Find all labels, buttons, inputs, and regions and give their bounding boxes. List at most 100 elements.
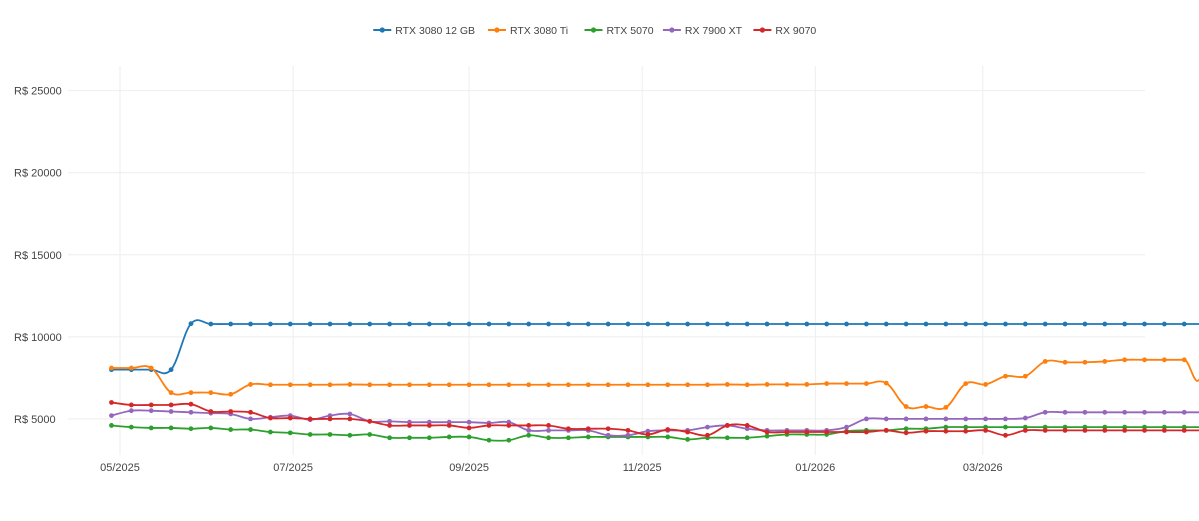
data-point xyxy=(287,382,293,388)
legend-item-rtx-3080-ti[interactable]: RTX 3080 Ti xyxy=(487,25,568,37)
data-point xyxy=(844,321,849,327)
legend-item-rtx-5070[interactable]: RTX 5070 xyxy=(584,25,654,37)
data-point xyxy=(128,408,134,414)
data-point xyxy=(1003,373,1008,379)
data-point xyxy=(903,404,909,409)
legend-label: RTX 3080 12 GB xyxy=(395,25,475,37)
data-point xyxy=(188,390,194,396)
data-point xyxy=(446,321,452,327)
data-point xyxy=(724,435,730,441)
series-rtx-3080-ti xyxy=(109,357,1199,410)
data-point xyxy=(1042,409,1048,415)
data-point xyxy=(883,380,889,386)
data-point xyxy=(625,427,631,433)
data-point xyxy=(1181,409,1187,415)
data-point xyxy=(486,423,492,428)
data-point xyxy=(744,426,750,432)
data-point xyxy=(506,419,512,425)
data-point xyxy=(983,427,988,433)
data-point xyxy=(943,416,949,422)
data-point xyxy=(248,427,253,432)
data-point xyxy=(764,321,770,327)
data-point xyxy=(625,432,631,438)
data-point xyxy=(188,401,194,407)
data-point xyxy=(228,409,234,414)
data-point xyxy=(248,416,253,422)
data-point xyxy=(1142,427,1147,433)
data-point xyxy=(863,321,869,327)
data-point xyxy=(1022,373,1028,379)
data-point xyxy=(387,382,393,388)
data-point xyxy=(943,424,949,430)
data-point xyxy=(109,400,114,405)
data-point xyxy=(1102,427,1108,433)
data-point xyxy=(903,416,909,422)
data-point xyxy=(208,425,214,431)
data-point xyxy=(168,390,174,396)
data-point xyxy=(546,423,551,428)
legend-item-rx-9070[interactable]: RX 9070 xyxy=(753,25,816,37)
data-point xyxy=(148,402,154,408)
data-point xyxy=(903,426,909,432)
data-point xyxy=(1082,427,1088,433)
data-point xyxy=(1122,321,1128,327)
data-point xyxy=(566,321,571,327)
data-point xyxy=(903,430,909,436)
y-tick-label: R$ 5000 xyxy=(14,414,56,426)
data-point xyxy=(645,382,651,388)
data-point xyxy=(724,321,730,327)
data-point xyxy=(566,382,571,388)
data-point xyxy=(148,408,154,414)
data-point xyxy=(705,424,710,430)
y-tick-label: R$ 25000 xyxy=(14,86,62,98)
data-point xyxy=(307,382,313,388)
data-point xyxy=(188,321,194,327)
data-point xyxy=(1102,359,1108,364)
data-point xyxy=(526,382,532,388)
data-point xyxy=(168,425,174,431)
data-point xyxy=(407,423,412,428)
y-tick-label: R$ 20000 xyxy=(14,168,62,180)
series-rtx-3080-12-gb xyxy=(109,319,1199,375)
data-point xyxy=(526,321,532,327)
legend[interactable]: RTX 3080 12 GB RTX 3080 Ti RTX 5070 RX 7900… xyxy=(373,25,816,37)
data-point xyxy=(883,427,889,433)
data-point xyxy=(128,402,134,408)
data-point xyxy=(168,402,174,408)
data-point xyxy=(1161,424,1167,430)
series-line-rtx-3080-12-gb xyxy=(111,319,1199,375)
data-point xyxy=(585,426,591,432)
data-point xyxy=(248,321,253,327)
data-point xyxy=(685,382,690,388)
data-point xyxy=(983,382,988,387)
data-point xyxy=(863,416,869,422)
legend-item-rx-7900-xt[interactable]: RX 7900 XT xyxy=(662,25,743,37)
y-tick-label: R$ 15000 xyxy=(14,250,62,262)
data-point xyxy=(546,435,551,441)
legend-item-rtx-3080-12-gb[interactable]: RTX 3080 12 GB xyxy=(373,25,475,37)
data-point xyxy=(426,419,432,425)
data-point xyxy=(407,321,412,327)
data-point xyxy=(1102,321,1108,327)
data-point xyxy=(526,427,532,433)
data-point xyxy=(367,382,373,388)
data-point xyxy=(1042,321,1048,327)
data-point xyxy=(387,435,393,441)
data-point xyxy=(943,428,949,434)
data-point xyxy=(605,432,611,438)
data-point xyxy=(228,427,234,432)
data-point xyxy=(983,321,988,327)
data-point xyxy=(1062,427,1068,433)
x-tick-label: 11/2025 xyxy=(623,462,662,474)
data-point xyxy=(705,321,710,327)
data-point xyxy=(506,321,512,327)
data-point xyxy=(546,321,551,327)
data-point xyxy=(1122,409,1128,415)
axis-layer: R$ 5000 R$ 10000 R$ 15000 R$ 20000 R$ 25000 0… xyxy=(14,86,1003,474)
data-point xyxy=(486,382,492,388)
data-point xyxy=(109,365,114,371)
data-point xyxy=(1042,359,1048,364)
data-point xyxy=(446,434,452,440)
series-line-rtx-3080-ti xyxy=(111,358,1199,410)
